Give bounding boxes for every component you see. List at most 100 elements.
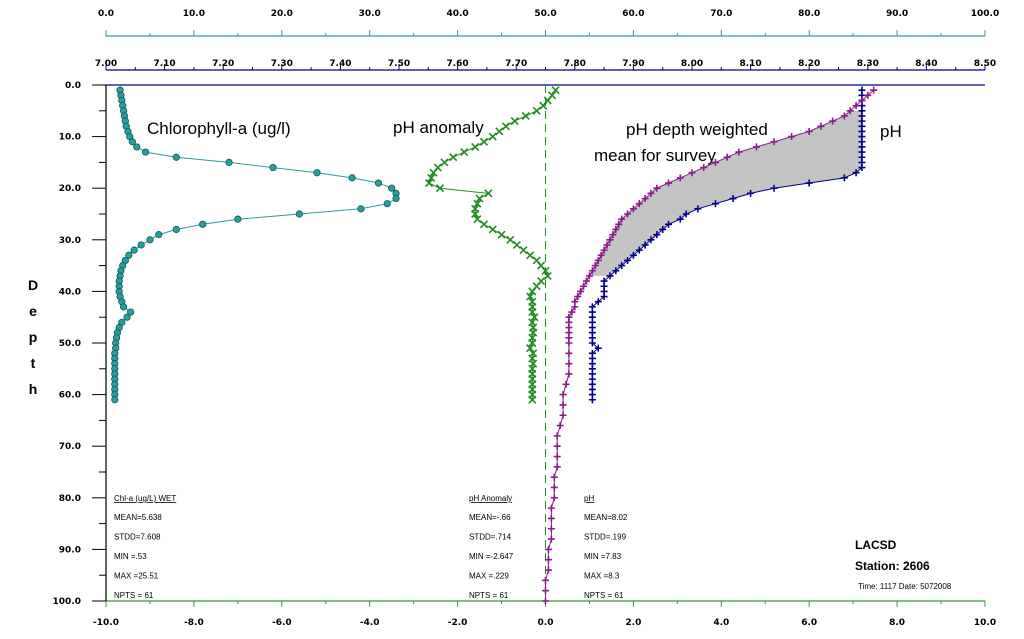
data-point-ph bbox=[647, 236, 655, 244]
data-point-ph-anomaly bbox=[479, 137, 489, 146]
stats-line: NPTS = 61 bbox=[584, 591, 624, 600]
data-point-chlorophyll bbox=[357, 205, 365, 213]
annotation-ph: pH bbox=[880, 122, 902, 141]
bottom-axis-label: -2.0 bbox=[448, 618, 468, 628]
data-point-ph-anomaly bbox=[495, 127, 504, 136]
series-chlorophyll bbox=[111, 86, 400, 404]
data-point-chlorophyll bbox=[199, 220, 207, 228]
data-point-ph-anomaly bbox=[440, 158, 449, 167]
data-point-ph-anomaly bbox=[530, 313, 539, 322]
data-point-ph bbox=[624, 256, 632, 264]
data-point-ph-anomaly bbox=[539, 101, 548, 110]
data-point-chlorophyll bbox=[172, 225, 180, 234]
weighted-difference-fill bbox=[589, 110, 862, 276]
stats-line: MIN =.53 bbox=[114, 552, 147, 561]
data-point-ph-weighted-mean bbox=[594, 256, 602, 264]
data-point-ph-weighted-mean bbox=[550, 483, 558, 491]
data-point-ph-weighted-mean bbox=[547, 504, 555, 512]
data-point-ph-weighted-mean bbox=[565, 360, 573, 368]
data-point-chlorophyll bbox=[119, 303, 128, 311]
data-point-ph-anomaly bbox=[435, 184, 445, 193]
data-point-ph-anomaly bbox=[532, 106, 541, 115]
series-ph-anomaly bbox=[424, 86, 560, 404]
data-point-ph-anomaly bbox=[488, 225, 497, 234]
data-point-ph-weighted-mean bbox=[817, 122, 825, 130]
data-point-chlorophyll bbox=[348, 174, 356, 182]
data-point-ph-anomaly bbox=[526, 251, 535, 260]
data-point-ph bbox=[629, 251, 637, 259]
stats-line: MAX =.229 bbox=[469, 572, 509, 581]
data-point-ph bbox=[653, 231, 661, 239]
bottom-axis-label: -10.0 bbox=[93, 618, 119, 628]
data-point-ph-anomaly bbox=[526, 292, 535, 301]
depth-axis-title-letter: p bbox=[29, 329, 38, 345]
top-axis-2-label: 7.70 bbox=[505, 59, 527, 69]
data-point-ph-weighted-mean bbox=[805, 127, 813, 135]
data-point-ph-weighted-mean bbox=[568, 308, 576, 316]
station-timestamp: Time: 1117 Date: 5072008 bbox=[858, 582, 952, 591]
stats-line: MAX =8.3 bbox=[584, 572, 620, 581]
data-point-ph-anomaly bbox=[424, 178, 434, 188]
depth-axis-label: 30.0 bbox=[59, 236, 81, 246]
station-org: LACSD bbox=[855, 538, 897, 552]
data-point-chlorophyll bbox=[388, 184, 396, 192]
stats-line: MEAN=5.638 bbox=[114, 513, 162, 522]
top-axis-1-label: 40.0 bbox=[446, 9, 468, 19]
data-point-ph bbox=[659, 225, 667, 233]
data-point-ph-weighted-mean bbox=[553, 442, 561, 450]
data-point-ph-weighted-mean bbox=[553, 432, 561, 440]
data-point-ph-anomaly bbox=[528, 338, 537, 348]
top-axis-2-label: 8.00 bbox=[681, 59, 703, 69]
data-point-ph-weighted-mean bbox=[565, 349, 573, 357]
top-axis-2-label: 8.30 bbox=[857, 59, 879, 69]
bottom-axis-label: -4.0 bbox=[360, 618, 380, 628]
data-point-ph-weighted-mean bbox=[829, 117, 837, 125]
data-point-ph-weighted-mean bbox=[547, 514, 555, 522]
depth-axis-label: 10.0 bbox=[59, 133, 81, 143]
axes-group: 0.0 10.0 20.0 30.0 40.0 50.0 60.0 70.0 80.0 90.0 1… bbox=[28, 9, 999, 628]
data-point-ph-weighted-mean bbox=[840, 112, 848, 120]
data-point-ph-weighted-mean bbox=[544, 556, 552, 564]
data-point-ph-anomaly bbox=[528, 287, 537, 296]
top-axis-2-label: 8.40 bbox=[915, 59, 937, 69]
annotation-ph-anomaly: pH anomaly bbox=[393, 118, 484, 137]
data-point-ph-weighted-mean bbox=[858, 96, 866, 104]
data-point-ph-weighted-mean bbox=[723, 153, 731, 161]
top-axis-2-label: 7.40 bbox=[329, 59, 351, 69]
bottom-axis-label: -8.0 bbox=[184, 618, 204, 628]
top-axis-1-label: 70.0 bbox=[710, 9, 732, 19]
data-point-ph-anomaly bbox=[510, 117, 519, 126]
data-point-ph bbox=[594, 344, 602, 352]
top-axis-2-label: 8.50 bbox=[974, 59, 996, 69]
data-point-ph bbox=[682, 210, 690, 218]
data-point-chlorophyll bbox=[133, 143, 141, 151]
series-ph-weighted-mean bbox=[542, 86, 878, 605]
data-point-ph-anomaly bbox=[484, 189, 493, 198]
data-point-ph-weighted-mean bbox=[577, 287, 585, 295]
data-point-ph-weighted-mean bbox=[870, 86, 878, 94]
data-point-ph-weighted-mean bbox=[544, 566, 552, 574]
data-point-ph-weighted-mean bbox=[647, 189, 655, 197]
data-point-ph-weighted-mean bbox=[615, 220, 623, 228]
stats-line: MAX =25.51 bbox=[114, 572, 159, 581]
data-point-ph-weighted-mean bbox=[550, 494, 558, 502]
depth-axis-title-letter: D bbox=[28, 277, 38, 293]
data-point-ph bbox=[600, 293, 608, 301]
data-point-ph-weighted-mean bbox=[676, 174, 684, 182]
data-point-ph-weighted-mean bbox=[711, 158, 719, 166]
annotation-weighted-line2: mean for survey bbox=[594, 146, 716, 165]
data-point-ph-weighted-mean bbox=[547, 535, 555, 543]
data-point-ph-weighted-mean bbox=[574, 293, 582, 301]
data-point-ph-anomaly bbox=[473, 215, 482, 224]
data-point-chlorophyll bbox=[125, 251, 133, 259]
data-point-ph-weighted-mean bbox=[562, 380, 570, 388]
data-point-ph-weighted-mean bbox=[588, 267, 596, 275]
bottom-axis-label: -6.0 bbox=[272, 618, 292, 628]
data-point-chlorophyll bbox=[374, 179, 383, 187]
data-point-ph-anomaly bbox=[526, 344, 535, 353]
stats-line: NPTS = 61 bbox=[469, 591, 509, 600]
data-point-ph-anomaly bbox=[475, 194, 484, 203]
stats-line: STDD=7.608 bbox=[114, 533, 161, 542]
bottom-axis-label: 10.0 bbox=[974, 618, 996, 628]
